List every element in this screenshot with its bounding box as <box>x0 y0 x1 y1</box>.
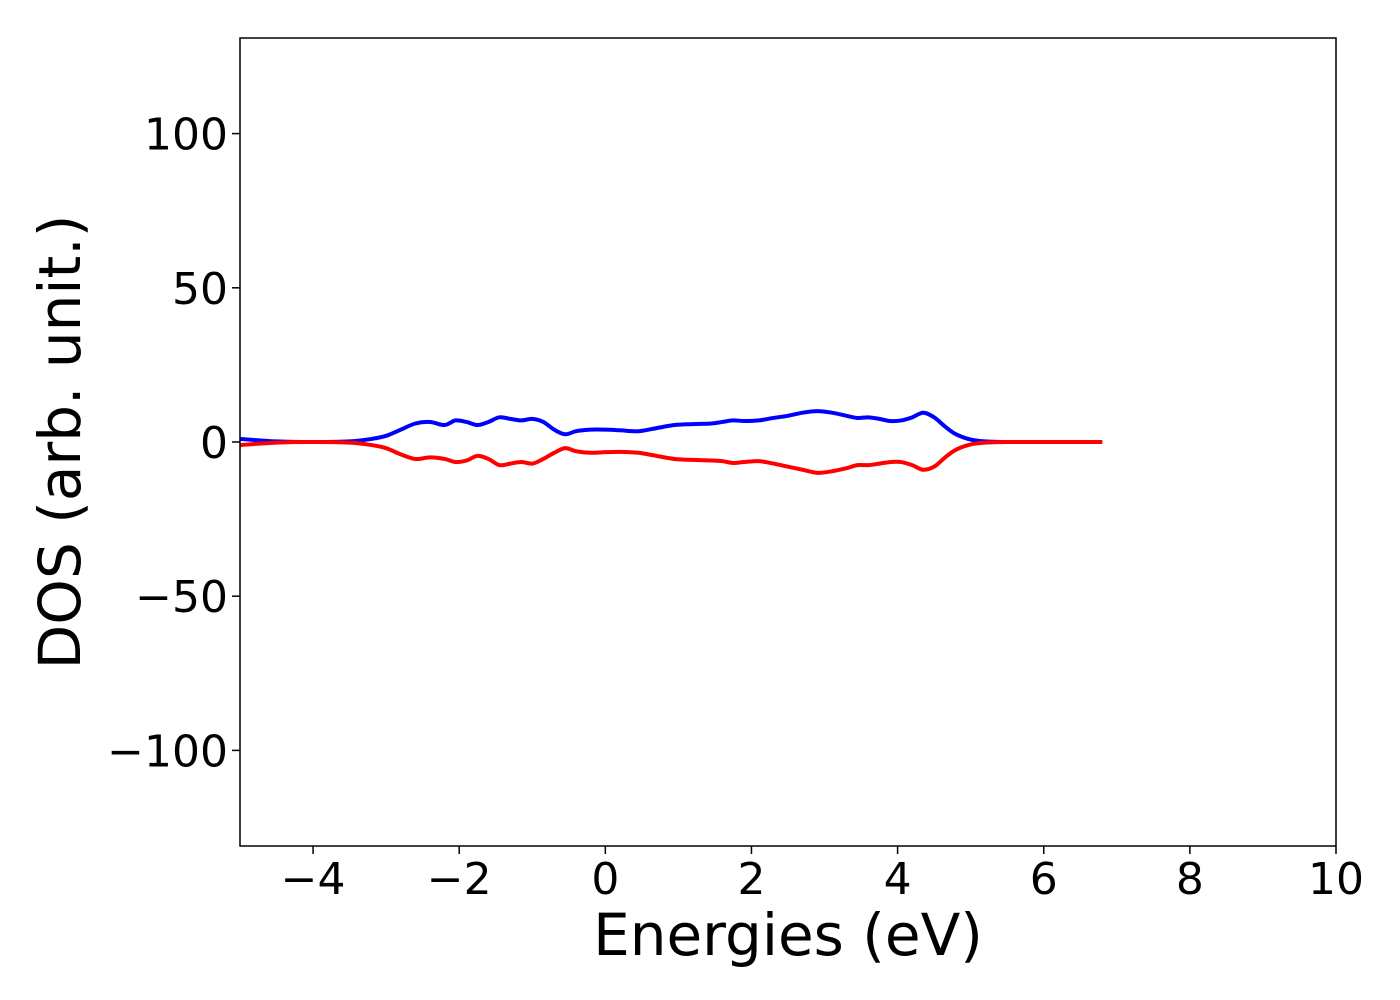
x-tick-label: 0 <box>591 854 619 905</box>
dos-spin-up-line <box>240 409 1103 445</box>
x-tick-label: −4 <box>281 854 346 905</box>
x-tick-label: 4 <box>884 854 912 905</box>
x-tick-label: 6 <box>1030 854 1058 905</box>
plot-frame <box>239 37 1337 847</box>
y-tick-label: 50 <box>172 264 228 315</box>
y-tick-label: −100 <box>107 726 228 777</box>
x-axis-ticks: −4 −2 0 2 4 6 8 10 <box>281 846 1364 905</box>
y-axis-ticks: 100 50 0 −50 −100 <box>107 110 240 777</box>
series-layer <box>240 409 1103 475</box>
y-tick-label: −50 <box>135 572 228 623</box>
y-tick-label: 0 <box>200 418 228 469</box>
x-tick-label: 10 <box>1308 854 1364 905</box>
x-tick-label: −2 <box>427 854 492 905</box>
x-tick-label: 2 <box>737 854 765 905</box>
x-tick-label: 8 <box>1176 854 1204 905</box>
y-tick-label: 100 <box>144 110 228 161</box>
dos-spin-down-line <box>240 439 1103 475</box>
y-axis-label: DOS (arb. unit.) <box>26 215 94 670</box>
x-axis-label: Energies (eV) <box>593 901 983 969</box>
